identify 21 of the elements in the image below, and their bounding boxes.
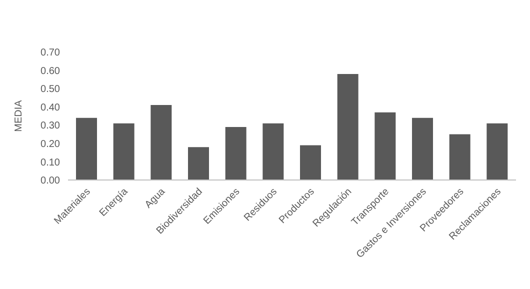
y-tick-label: 0.20 xyxy=(40,138,60,150)
bar xyxy=(300,145,321,180)
y-tick-label: 0.70 xyxy=(40,48,60,59)
bar xyxy=(486,123,508,180)
y-tick-label: 0.50 xyxy=(40,84,60,96)
bar xyxy=(374,112,396,180)
y-tick-label: 0.60 xyxy=(40,66,60,77)
y-tick-label: 0.40 xyxy=(40,102,60,114)
y-tick-label: 0.00 xyxy=(40,176,60,187)
bar xyxy=(225,126,246,180)
bar xyxy=(412,118,433,180)
bar xyxy=(150,105,172,180)
bar xyxy=(113,123,134,180)
bar xyxy=(188,147,209,180)
bar xyxy=(449,134,470,180)
y-tick-label: 0.10 xyxy=(40,157,60,168)
bar xyxy=(337,74,358,180)
bar xyxy=(262,123,284,180)
y-axis-title: MEDIA xyxy=(14,100,25,132)
y-tick-label: 0.30 xyxy=(40,120,60,132)
bar xyxy=(76,118,97,180)
